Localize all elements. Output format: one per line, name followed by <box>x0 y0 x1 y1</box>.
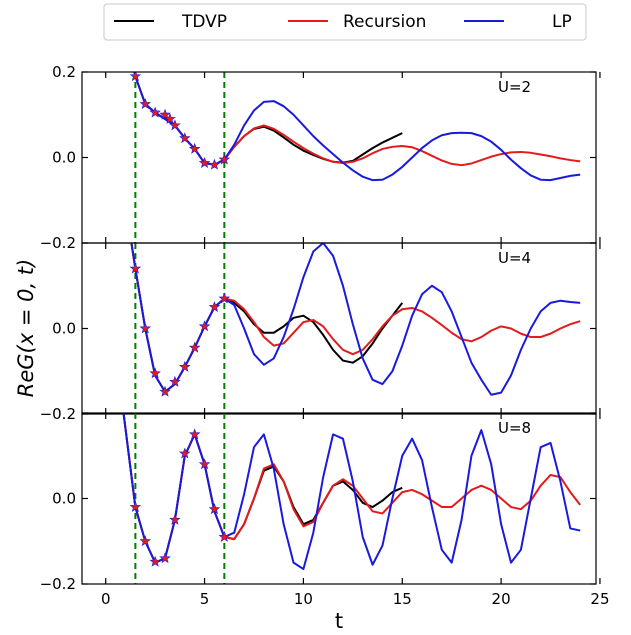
star-marker <box>169 119 181 131</box>
star-marker <box>139 322 152 334</box>
panel-1-plot-area <box>129 72 581 243</box>
star-marker <box>179 132 191 144</box>
x-tick-label: 5 <box>200 590 210 608</box>
y-tick-label: −0.2 <box>40 405 76 423</box>
y-tick-label: 0.0 <box>52 320 76 338</box>
series-recursion-line <box>133 72 581 167</box>
y-tick-label: 0.0 <box>52 490 76 508</box>
legend: TDVP Recursion LP <box>103 3 587 41</box>
panel-1: −0.2 0.0 0.2 U=2 <box>40 63 601 252</box>
star-marker <box>188 428 201 440</box>
star-marker <box>159 552 171 564</box>
star-marker <box>169 513 181 525</box>
series-tdvp-line <box>130 243 404 393</box>
panel-3: −0.2 0.0 U=8 <box>40 412 601 593</box>
star-marker <box>179 447 191 459</box>
x-tick-label: 20 <box>492 590 511 608</box>
star-marker <box>198 320 211 332</box>
panel-3-plot-area <box>122 413 581 584</box>
x-axis: 0 5 10 15 20 25 <box>101 590 610 608</box>
y-tick-label: 0.0 <box>52 149 76 167</box>
star-marker <box>149 106 161 118</box>
star-marker <box>129 262 142 274</box>
star-marker <box>198 157 211 168</box>
series-lp-line <box>122 413 581 571</box>
star-marker <box>188 142 201 154</box>
series-lp-line <box>133 72 581 182</box>
legend-label-lp: LP <box>552 12 572 32</box>
star-marker <box>179 360 191 372</box>
y-tick-label: −0.2 <box>40 234 76 252</box>
panel-annotation: U=8 <box>498 419 531 437</box>
star-marker <box>129 72 142 82</box>
panel-frame <box>81 242 597 415</box>
star-marker <box>159 385 171 397</box>
y-tick-label: −0.2 <box>40 575 76 593</box>
panel-frame <box>81 412 597 585</box>
panel-2: −0.2 0.0 U=4 <box>40 242 601 423</box>
star-marker <box>208 158 221 170</box>
star-marker <box>208 301 221 313</box>
star-marker <box>139 98 152 109</box>
star-marker <box>198 458 211 470</box>
star-marker <box>208 503 221 515</box>
star-marker <box>218 292 231 304</box>
star-marker <box>218 153 231 165</box>
star-marker <box>149 367 161 379</box>
x-tick-label: 15 <box>393 590 412 608</box>
y-axis-label: ReG(x = 0, t) <box>14 259 38 398</box>
x-tick-label: 25 <box>590 590 609 608</box>
star-marker <box>149 555 161 567</box>
star-marker <box>159 108 171 120</box>
panel-2-plot-area <box>129 243 581 414</box>
star-marker <box>139 535 152 547</box>
legend-box <box>103 3 587 41</box>
star-marker <box>129 501 142 512</box>
x-tick-label: 10 <box>294 590 313 608</box>
legend-label-tdvp: TDVP <box>181 12 227 32</box>
panel-annotation: U=4 <box>498 249 531 267</box>
star-marker <box>169 375 181 387</box>
panel-frame <box>81 71 597 244</box>
panels: −0.2 0.0 0.2 U=2 −0.2 0.0 U=4 −0.2 0.0 U=8 <box>40 63 601 593</box>
star-marker <box>188 341 201 353</box>
x-tick-label: 0 <box>101 590 111 608</box>
star-marker <box>218 530 231 542</box>
series-tdvp-line <box>133 72 403 166</box>
y-tick-label: 0.2 <box>52 63 76 81</box>
x-axis-label: t <box>335 609 343 633</box>
panel-annotation: U=2 <box>498 78 531 96</box>
series-lp-line <box>130 243 581 396</box>
star-marker <box>164 112 176 124</box>
legend-label-recursion: Recursion <box>343 12 426 32</box>
